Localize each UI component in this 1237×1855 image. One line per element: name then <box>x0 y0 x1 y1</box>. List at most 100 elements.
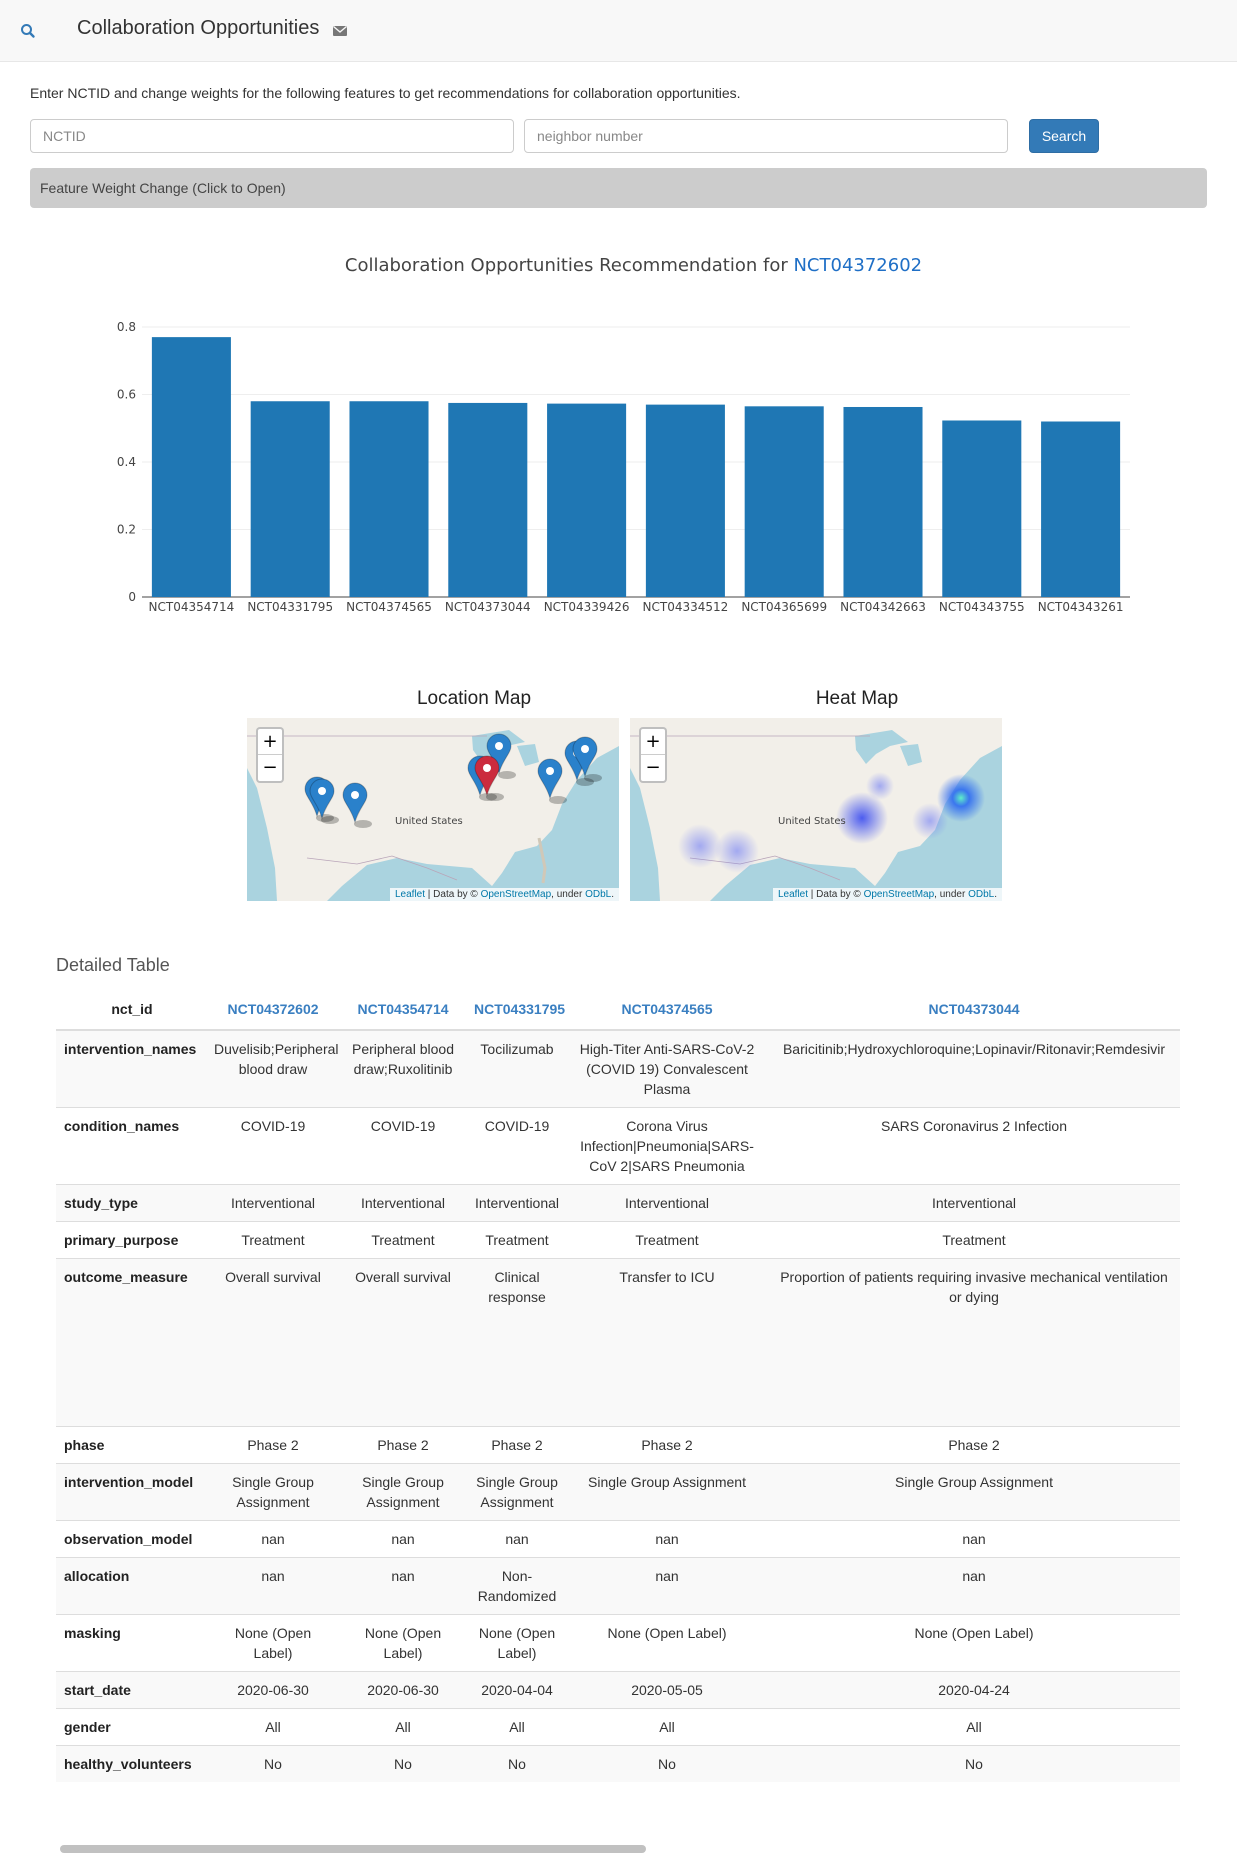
table-cell: nan <box>468 1520 566 1558</box>
column-header-nct-id[interactable]: NCT04331795 <box>468 988 566 1031</box>
neighbor-number-input[interactable] <box>524 119 1008 153</box>
bar[interactable] <box>151 337 231 597</box>
bar[interactable] <box>250 401 330 597</box>
table-cell: Treatment <box>768 1221 1180 1259</box>
odbl-link[interactable]: ODbL <box>585 889 612 900</box>
table-cell: All <box>338 1708 468 1746</box>
osm-link[interactable]: OpenStreetMap <box>863 889 935 900</box>
row-label: masking <box>56 1614 208 1672</box>
location-map[interactable]: United States + − Leaflet | Data by © Op… <box>247 718 619 901</box>
map-marker[interactable] <box>309 778 339 824</box>
attribution-period: . <box>611 889 614 900</box>
table-cell: Single Group Assignment <box>566 1463 768 1521</box>
location-map-title: Location Map <box>416 688 532 709</box>
table-cell: Corona Virus Infection|Pneumonia|SARS-Co… <box>566 1107 768 1185</box>
bar[interactable] <box>1041 421 1121 598</box>
page-title[interactable]: Collaboration Opportunities <box>77 17 320 39</box>
location-markers[interactable] <box>304 733 602 828</box>
bar[interactable] <box>744 406 824 597</box>
table-cell: Transfer to ICU <box>566 1258 768 1427</box>
chart-title-nct-id[interactable]: NCT04372602 <box>793 255 923 276</box>
table-cell: 2020-06-30 <box>208 1671 338 1709</box>
x-tick-label: NCT04339426 <box>544 600 630 614</box>
map-attribution: Leaflet | Data by © OpenStreetMap, under… <box>772 888 1002 901</box>
table-cell: None (Open Label) <box>338 1614 468 1672</box>
table-cell: Tocilizumab <box>468 1029 566 1108</box>
table-cell: Single Group Assignment <box>208 1463 338 1521</box>
table-row: observation_model nan nan nan nan nan <box>56 1520 1180 1558</box>
leaflet-link[interactable]: Leaflet <box>777 889 809 900</box>
map-marker[interactable] <box>537 758 567 804</box>
table-cell: Phase 2 <box>338 1426 468 1464</box>
bar[interactable] <box>547 403 627 597</box>
heat-blobs <box>678 772 985 873</box>
column-header-nct-id[interactable]: NCT04374565 <box>566 988 768 1031</box>
table-cell: Single Group Assignment <box>768 1463 1180 1521</box>
country-label: United States <box>395 816 463 827</box>
attribution-text: | Data by © <box>425 889 481 900</box>
search-icon[interactable] <box>19 22 37 40</box>
location-map-basemap <box>247 718 619 901</box>
table-row: intervention_model Single Group Assignmen… <box>56 1463 1180 1521</box>
map-marker[interactable] <box>572 736 602 782</box>
row-label: phase <box>56 1426 208 1464</box>
column-header-label: nct_id <box>56 988 208 1031</box>
map-marker-selected[interactable] <box>474 755 504 801</box>
zoom-in-button[interactable]: + <box>258 729 282 755</box>
horizontal-scrollbar[interactable] <box>56 1843 1180 1855</box>
column-header-nct-id[interactable]: NCT04354714 <box>338 988 468 1031</box>
table-cell: COVID-19 <box>338 1107 468 1185</box>
feature-weight-toggle[interactable]: Feature Weight Change (Click to Open) <box>30 168 1207 208</box>
table-cell: Interventional <box>566 1184 768 1222</box>
table-cell: Treatment <box>566 1221 768 1259</box>
table-row: allocation nan nan Non-Randomized nan nan <box>56 1557 1180 1615</box>
scrollbar-thumb[interactable] <box>60 1845 646 1853</box>
detailed-table: nct_id NCT04372602 NCT04354714 NCT04331795 N… <box>56 988 1180 1782</box>
odbl-link[interactable]: ODbL <box>968 889 995 900</box>
table-cell: Single Group Assignment <box>338 1463 468 1521</box>
bar[interactable] <box>645 404 725 597</box>
zoom-in-button[interactable]: + <box>641 729 665 755</box>
y-tick-label: 0.6 <box>117 388 136 402</box>
table-cell: High-Titer Anti-SARS-CoV-2 (COVID 19) Co… <box>566 1029 768 1108</box>
map-marker[interactable] <box>342 782 372 828</box>
bar[interactable] <box>448 402 528 597</box>
map-marker[interactable] <box>486 733 516 779</box>
row-label: allocation <box>56 1557 208 1615</box>
attribution-period: . <box>994 889 997 900</box>
bar[interactable] <box>349 401 429 597</box>
table-cell: COVID-19 <box>208 1107 338 1185</box>
bar[interactable] <box>942 420 1022 597</box>
zoom-out-button[interactable]: − <box>262 757 278 778</box>
table-cell: nan <box>566 1520 768 1558</box>
x-tick-label: NCT04343755 <box>939 600 1025 614</box>
bar-chart: 0 0.2 0.4 0.6 0.8 NCT04354714 NCT04331795 NCT04… <box>117 320 1130 614</box>
table-cell: Interventional <box>338 1184 468 1222</box>
row-label: intervention_names <box>56 1029 208 1108</box>
column-header-nct-id[interactable]: NCT04372602 <box>208 988 338 1031</box>
table-cell: Proportion of patients requiring invasiv… <box>768 1258 1180 1427</box>
osm-link[interactable]: OpenStreetMap <box>480 889 552 900</box>
envelope-icon[interactable] <box>331 22 349 40</box>
row-label: start_date <box>56 1671 208 1709</box>
row-label: primary_purpose <box>56 1221 208 1259</box>
nctid-input[interactable] <box>30 119 514 153</box>
table-cell: Peripheral blood draw;Ruxolitinib <box>338 1029 468 1108</box>
table-header-row: nct_id NCT04372602 NCT04354714 NCT04331795 N… <box>56 988 1180 1031</box>
row-label: healthy_volunteers <box>56 1745 208 1782</box>
x-tick-label: NCT04365699 <box>741 600 827 614</box>
table-cell: All <box>768 1708 1180 1746</box>
bar[interactable] <box>843 406 923 597</box>
column-header-nct-id[interactable]: NCT04373044 <box>768 988 1180 1031</box>
x-tick-label: NCT04334512 <box>643 600 729 614</box>
zoom-out-button[interactable]: − <box>645 757 661 778</box>
search-button[interactable]: Search <box>1029 119 1099 153</box>
heat-map[interactable]: United States + − Leaflet | Data by © Op… <box>630 718 1002 901</box>
table-row: outcome_measure Overall survival Overall s… <box>56 1258 1180 1427</box>
x-tick-label: NCT04343261 <box>1038 600 1124 614</box>
table-cell: nan <box>338 1557 468 1615</box>
table-row: start_date 2020-06-30 2020-06-30 2020-04-04… <box>56 1671 1180 1709</box>
table-row: masking None (Open Label) None (Open Label… <box>56 1614 1180 1672</box>
table-cell: 2020-04-24 <box>768 1671 1180 1709</box>
leaflet-link[interactable]: Leaflet <box>394 889 426 900</box>
